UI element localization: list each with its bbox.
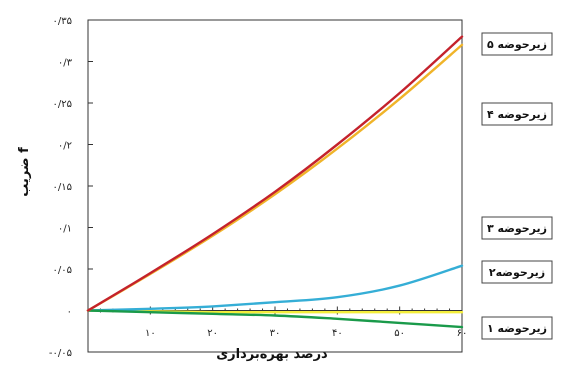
x-tick-label: ۶۰: [457, 328, 468, 339]
legend-box: [481, 316, 553, 340]
y-axis-title: ضریب f: [17, 147, 32, 197]
legend-box: [481, 32, 553, 56]
y-tick-label: ۰/۳۵: [53, 16, 72, 27]
legend-label: زیرحوضه ۳: [487, 222, 547, 235]
legend-box: [481, 216, 553, 240]
legend-box: [481, 102, 553, 126]
x-tick-label: ۵۰: [394, 328, 405, 339]
y-tick-label: ۰/۱۵: [53, 182, 72, 193]
y-axis-ticks: -۰/۰۵ ۰ ۰/۰۵ ۰/۱ ۰/۱۵ ۰/۲ ۰/۲۵ ۰/۳ ۰/۳۵: [49, 16, 93, 359]
legend-label: زیرحوضه ۱: [487, 322, 547, 335]
legend-label: زیرحوضه ۵: [487, 38, 547, 51]
legend-box: [481, 260, 553, 284]
y-tick-label: ۰/۳: [58, 58, 73, 69]
x-axis-title: درصد بهره‌برداری: [216, 347, 328, 362]
plot-area: [87, 19, 463, 353]
series-lines: [86, 35, 464, 329]
y-tick-label: ۰/۱: [58, 224, 72, 235]
x-tick-label: ۱۰: [145, 328, 156, 339]
x-tick-label: ۴۰: [332, 328, 343, 339]
y-tick-label: ۰: [67, 307, 72, 318]
legend: زیرحوضه ۵ زیرحوضه ۴ زیرحوضه ۳ زیرحوضه۲ زیرحو…: [481, 32, 553, 340]
legend-label: زیرحوضه ۴: [487, 108, 547, 121]
series-line-1: [86, 35, 464, 312]
x-tick-label: ۲۰: [207, 328, 218, 339]
y-tick-label: ۰/۰۵: [53, 265, 72, 276]
y-tick-label: ۰/۲: [58, 141, 72, 152]
x-tick-label: ۳۰: [270, 328, 281, 339]
legend-label: زیرحوضه۲: [489, 266, 545, 279]
y-tick-label: ۰/۲۵: [53, 99, 72, 110]
series-line-5: [86, 309, 464, 329]
y-tick-label: -۰/۰۵: [49, 348, 72, 359]
series-line-3: [86, 264, 464, 312]
